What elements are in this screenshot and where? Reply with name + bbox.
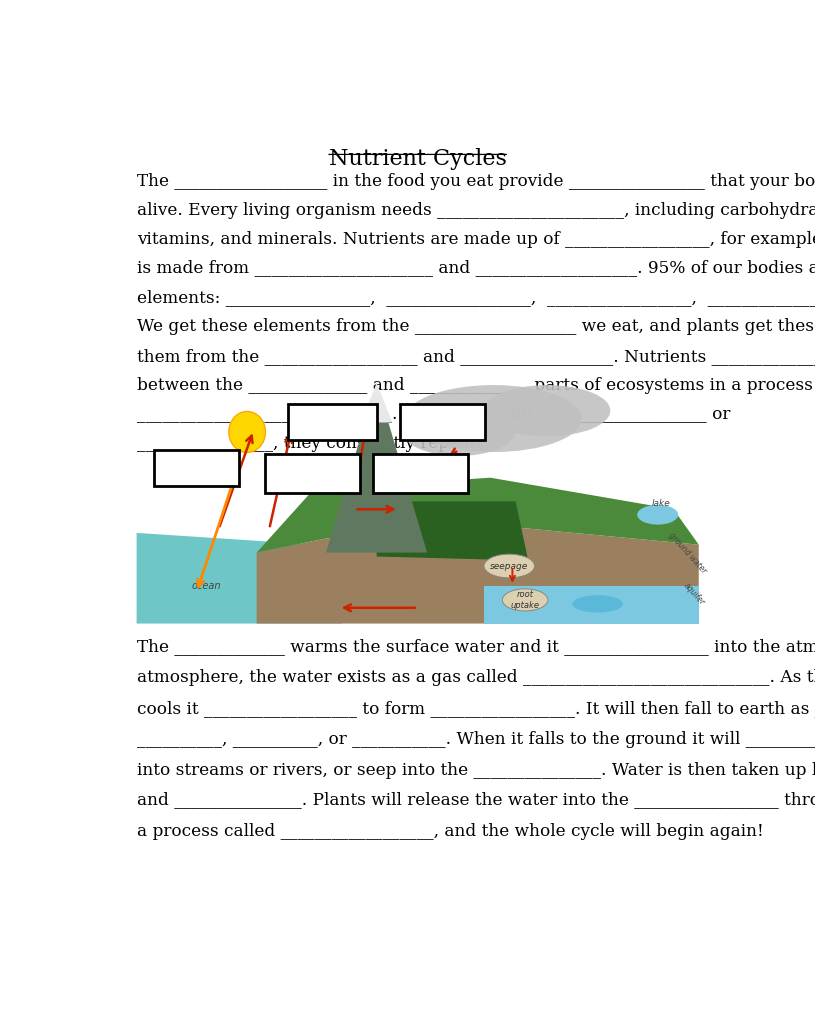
Polygon shape [484, 586, 698, 624]
Ellipse shape [637, 505, 678, 524]
Polygon shape [377, 502, 528, 560]
Bar [137, 398, 698, 624]
Text: seepage: seepage [490, 561, 528, 570]
Ellipse shape [402, 404, 516, 456]
Text: The _____________ warms the surface water and it _________________ into the atmo: The _____________ warms the surface wate… [137, 639, 815, 655]
Text: elements: _________________,  _________________,  _________________,  __________: elements: _________________, ___________… [137, 289, 815, 306]
Text: ________________, they constantly repeat.: ________________, they constantly repeat… [137, 435, 481, 453]
Bar [265, 454, 359, 494]
Ellipse shape [572, 595, 623, 612]
Ellipse shape [484, 554, 535, 578]
Text: is made from _____________________ and ___________________. 95% of our bodies ar: is made from _____________________ and _… [137, 260, 815, 278]
Polygon shape [326, 383, 427, 553]
Polygon shape [361, 383, 393, 423]
Bar [289, 404, 377, 440]
Text: ______________________________. Cycles have no ____________________ or: ______________________________. Cycles h… [137, 406, 730, 423]
Text: aquifer: aquifer [681, 581, 706, 606]
Text: lake: lake [651, 500, 670, 508]
Bar [154, 451, 239, 485]
Text: between the ______________ and ______________ parts of ecosystems in a process c: between the ______________ and _________… [137, 377, 815, 394]
Ellipse shape [229, 412, 266, 453]
Text: Nutrient Cycles: Nutrient Cycles [328, 148, 507, 170]
Text: atmosphere, the water exists as a gas called _____________________________. As t: atmosphere, the water exists as a gas ca… [137, 670, 815, 686]
Text: alive. Every living organism needs ______________________, including carbohydrat: alive. Every living organism needs _____… [137, 202, 815, 219]
Polygon shape [137, 532, 342, 624]
Bar [400, 404, 485, 440]
Text: We get these elements from the ___________________ we eat, and plants get these : We get these elements from the _________… [137, 318, 815, 336]
Text: ocean: ocean [192, 581, 221, 591]
Text: __________, __________, or ___________. When it falls to the ground it will ____: __________, __________, or ___________. … [137, 731, 815, 748]
Text: into streams or rivers, or seep into the _______________. Water is then taken up: into streams or rivers, or seep into the… [137, 762, 815, 778]
Text: root
uptake: root uptake [510, 590, 540, 609]
Text: vitamins, and minerals. Nutrients are made up of _________________, for example : vitamins, and minerals. Nutrients are ma… [137, 230, 815, 248]
Ellipse shape [405, 385, 582, 452]
Polygon shape [257, 525, 698, 624]
Ellipse shape [502, 589, 548, 611]
Polygon shape [257, 477, 698, 553]
Text: a process called __________________, and the whole cycle will begin again!: a process called __________________, and… [137, 823, 764, 840]
Ellipse shape [484, 385, 610, 436]
Text: The __________________ in the food you eat provide ________________ that your bo: The __________________ in the food you e… [137, 173, 815, 189]
Text: cools it __________________ to form _________________. It will then fall to eart: cools it __________________ to form ____… [137, 700, 815, 717]
Bar [373, 454, 468, 494]
Text: and _______________. Plants will release the water into the _________________ th: and _______________. Plants will release… [137, 793, 815, 809]
Text: them from the __________________ and __________________. Nutrients _____________: them from the __________________ and ___… [137, 347, 815, 365]
Text: ground water: ground water [667, 530, 708, 574]
